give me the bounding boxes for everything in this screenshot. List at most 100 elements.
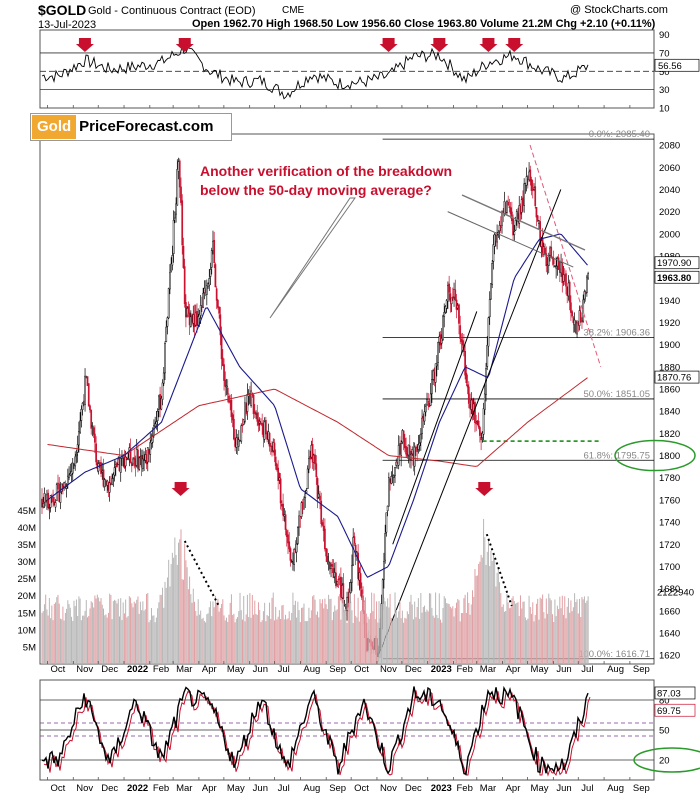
volume-bar [529,607,531,664]
volume-bar [468,603,470,664]
volume-bar [294,600,296,664]
volume-bar [380,605,382,664]
candle-body [276,464,278,471]
volume-bar [267,616,269,664]
trend-line [392,311,478,545]
volume-bar [164,581,166,664]
candle-body [170,263,173,272]
volume-bar [166,577,168,664]
volume-bar [550,600,552,664]
volume-bar [463,598,465,664]
volume-bar [501,607,503,664]
sell-signal-arrow [505,38,524,52]
volume-bar [495,586,497,664]
volume-bar [373,593,375,664]
candle-body [242,419,245,425]
volume-bar [403,622,405,664]
volume-bar [175,554,177,664]
rsi-tick-label: 70 [659,48,670,59]
volume-bar [292,592,294,664]
month-label: Mar [480,664,496,675]
candle-body [71,462,74,474]
volume-bar [255,613,257,664]
volume-bar [211,616,213,664]
volume-bar [291,612,293,664]
month-label: Dec [405,783,422,794]
candle-body [218,306,220,314]
volume-bar [213,607,215,664]
candle-body [477,420,480,428]
volume-bar [559,596,561,664]
month-label: Oct [354,664,369,675]
candle-body [309,456,311,460]
volume-bar [212,601,214,664]
volume-bar [479,561,481,664]
volume-bar [410,594,412,664]
stochastic-value-box [654,703,696,717]
volume-bar [411,604,413,664]
chart-date: 13-Jul-2023 [38,19,97,31]
volume-bar [394,592,396,664]
volume-bar [235,618,237,664]
candle-body [483,393,486,410]
candle-body [214,264,217,288]
month-label: Nov [380,664,397,675]
chart-description: Gold - Continuous Contract (EOD) [88,5,256,17]
candle-body [171,255,174,266]
candle-body [273,442,276,456]
price-tick-label: 2060 [659,163,680,174]
volume-bar [388,607,390,664]
volume-bar [355,615,357,664]
volume-bar [47,615,49,664]
volume-bar [575,601,577,664]
volume-bar [165,587,167,664]
volume-bar [456,602,458,664]
volume-bar [103,608,104,664]
volume-bar [484,537,486,664]
candle-body [49,495,52,508]
volume-bar [535,603,537,664]
rsi-tick-label: 30 [659,85,670,96]
month-label: Sep [633,664,650,675]
volume-bar [534,615,536,664]
volume-bar [374,619,376,664]
volume-bar [405,618,407,664]
candle-body [392,475,395,478]
candle-body [223,364,225,381]
volume-bar [464,594,466,664]
volume-bar [130,597,132,664]
candle-body [217,300,219,308]
candle-body [325,548,327,557]
sell-signal-arrow [479,38,498,52]
volume-bar [417,598,419,664]
volume-bar [503,611,505,664]
volume-bar [425,611,427,664]
stochastic-tick-label: 20 [659,756,670,767]
month-label: Apr [202,664,217,675]
volume-bar [100,598,102,664]
candle-body [576,322,578,335]
candle-body [94,433,96,443]
volume-bar [298,610,300,664]
volume-bar [302,607,304,664]
candle-body [480,436,482,441]
candle-body [295,543,298,553]
volume-bar [154,622,156,664]
candle-body [241,424,244,427]
volume-bar [401,610,403,664]
stochastic-k-line [41,685,589,776]
volume-bar [492,552,494,664]
stochastic-value-label: 69.75 [657,706,681,717]
volume-bar [460,613,462,664]
candle-body [142,458,144,469]
candle-body [138,457,141,470]
volume-bar [441,622,443,664]
volume-bar [152,615,154,664]
month-label: Sep [329,783,346,794]
candle-body [499,226,502,228]
volume-bar [90,601,92,664]
volume-bar [499,582,501,664]
candle-body [336,580,339,585]
volume-bar [353,594,355,664]
volume-bar [344,609,346,664]
